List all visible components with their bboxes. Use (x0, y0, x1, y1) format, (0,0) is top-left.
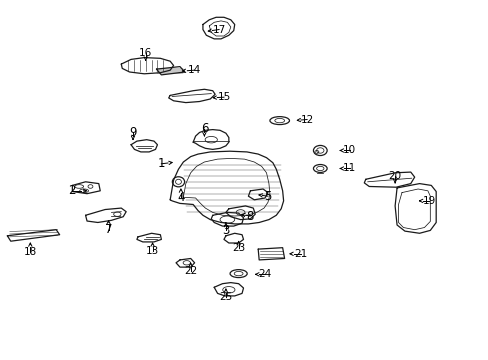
Text: 17: 17 (212, 24, 225, 35)
Text: 21: 21 (293, 249, 307, 259)
Text: 18: 18 (23, 247, 37, 257)
Text: 13: 13 (145, 246, 159, 256)
Text: 25: 25 (219, 292, 232, 302)
Text: 4: 4 (177, 191, 184, 204)
Text: 15: 15 (217, 92, 230, 102)
Text: 9: 9 (129, 126, 137, 139)
Text: 2: 2 (68, 184, 76, 197)
Text: 23: 23 (231, 243, 245, 253)
Text: 14: 14 (187, 65, 201, 75)
Text: 22: 22 (183, 266, 197, 276)
Text: 10: 10 (343, 145, 355, 156)
Text: 11: 11 (342, 163, 356, 174)
Text: 19: 19 (422, 196, 435, 206)
Text: 3: 3 (222, 224, 229, 237)
Text: 6: 6 (200, 122, 208, 135)
Text: 5: 5 (264, 190, 271, 203)
Text: 12: 12 (300, 114, 313, 125)
Text: 8: 8 (246, 210, 254, 222)
Text: 16: 16 (139, 48, 152, 58)
Text: 1: 1 (157, 157, 165, 170)
Text: 7: 7 (104, 223, 112, 236)
Text: 24: 24 (258, 269, 271, 279)
Text: 20: 20 (388, 171, 401, 181)
